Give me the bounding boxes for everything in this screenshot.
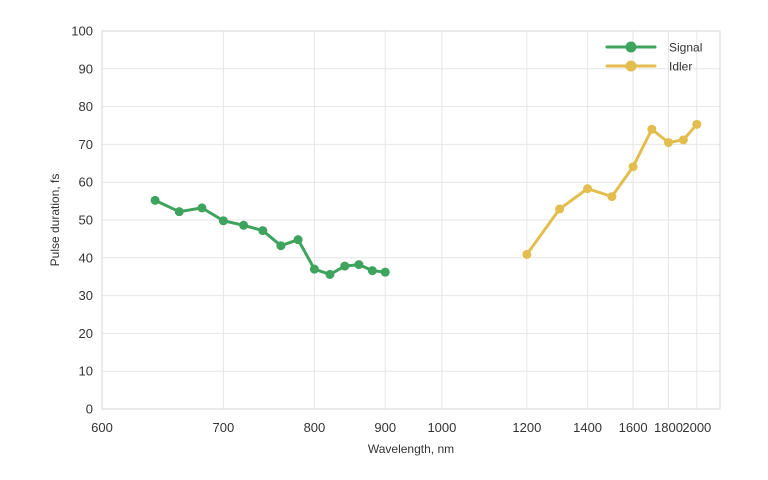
x-tick-label: 1600 [619,420,648,435]
data-point-idler [678,135,688,145]
x-tick-label: 600 [91,420,113,435]
x-tick-label: 700 [213,420,235,435]
data-point-signal [354,260,364,270]
y-tick-label: 30 [79,288,93,303]
data-point-signal [150,195,160,205]
data-point-signal [239,220,249,230]
data-point-idler [647,124,657,134]
y-tick-label: 10 [79,364,93,379]
data-point-signal [258,226,268,236]
data-point-idler [522,249,532,259]
x-tick-label: 800 [304,420,326,435]
data-point-signal [309,264,319,274]
data-point-idler [664,138,673,148]
legend-marker-idler [625,60,637,72]
data-point-signal [174,207,184,217]
plot-frame [101,30,721,410]
data-point-signal [367,266,377,276]
data-point-signal [218,216,228,226]
y-tick-label: 40 [79,250,93,265]
legend-marker-signal [625,41,637,53]
data-point-signal [293,235,303,245]
legend-label-idler: Idler [669,60,692,74]
data-point-idler [628,162,638,172]
x-tick-label: 1000 [427,420,456,435]
data-point-idler [555,204,565,214]
x-tick-label: 1800 [654,420,683,435]
x-tick-label: 1200 [512,420,541,435]
y-tick-label: 20 [79,326,93,341]
y-tick-label: 70 [79,137,93,152]
y-tick-label: 90 [79,61,93,76]
data-point-signal [325,269,335,279]
y-tick-label: 100 [71,24,93,39]
data-point-idler [692,119,702,129]
legend-label-signal: Signal [669,41,702,55]
y-tick-label: 50 [79,213,93,228]
y-tick-label: 80 [79,99,93,114]
y-tick-label: 0 [86,402,93,417]
data-point-idler [583,184,593,194]
x-axis-title: Wavelength, nm [368,442,454,456]
y-axis-title: Pulse duration, fs [48,174,62,267]
series-line-signal [153,198,387,276]
data-point-signal [197,203,207,213]
x-tick-label: 1400 [573,420,602,435]
data-point-idler [607,192,617,202]
data-point-signal [276,241,286,251]
x-tick-label: 2000 [682,420,711,435]
data-point-signal [380,267,390,277]
y-tick-label: 60 [79,175,93,190]
data-point-signal [340,261,350,271]
x-tick-label: 900 [374,420,396,435]
